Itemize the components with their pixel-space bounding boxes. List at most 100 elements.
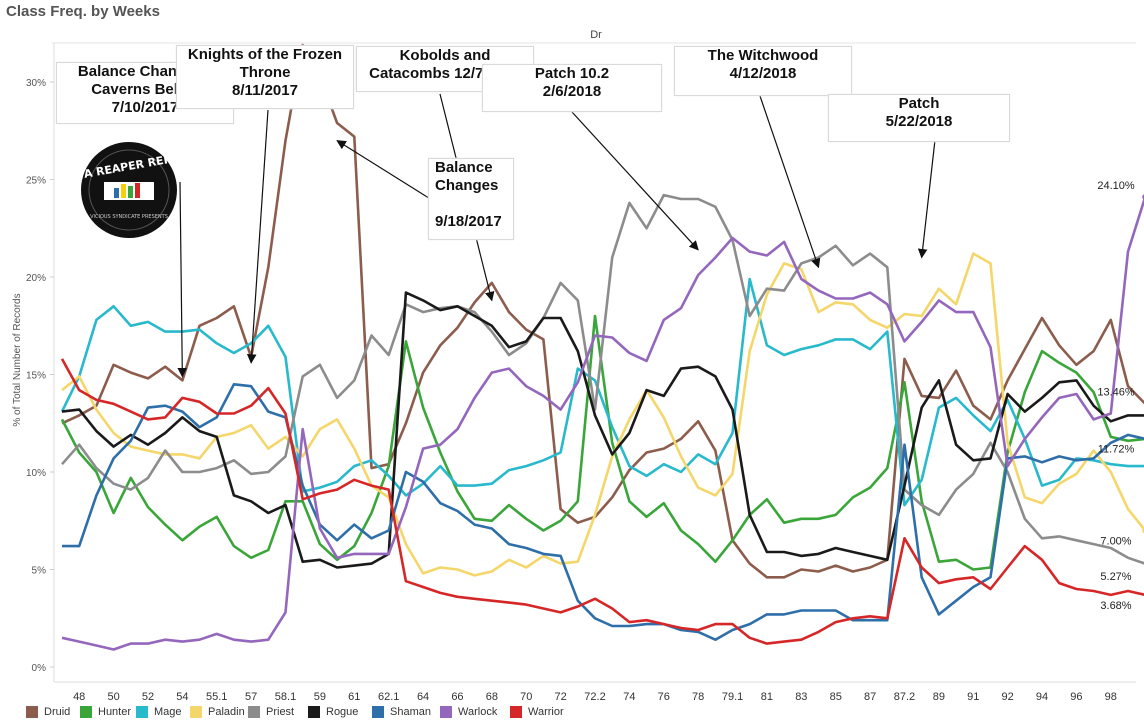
series-mage [60, 277, 1144, 507]
legend-item-rogue[interactable]: Rogue [308, 706, 358, 718]
annotation-knights-frozen-throne: Knights of the Frozen Throne 8/11/2017 [176, 45, 354, 109]
annotation-arrow [177, 181, 188, 378]
legend-label: Hunter [98, 706, 132, 718]
end-value-label: 3.68% [1100, 600, 1131, 612]
x-tick-label: 96 [1070, 691, 1082, 703]
chart-header: Dr [590, 29, 602, 41]
data-reaper-logo: DATA REAPER REPORT VICIOUS SYNDICATE PRE… [74, 142, 184, 238]
series-shaman [62, 382, 1144, 642]
series-warlock [61, 196, 1144, 651]
x-tick-label: 72.2 [584, 691, 605, 703]
x-tick-label: 83 [795, 691, 807, 703]
series-priest [61, 193, 1144, 565]
x-tick-label: 58.1 [275, 691, 296, 703]
legend-label: Warrior [528, 706, 564, 718]
chart-title: Class Freq. by Weeks [6, 3, 160, 20]
y-tick-label: 15% [26, 371, 46, 382]
annotation-arrow [336, 140, 433, 201]
x-tick-label: 81 [761, 691, 773, 703]
x-tick-label: 87 [864, 691, 876, 703]
x-tick-label: 66 [451, 691, 463, 703]
x-axis: 48 50 52 54 55.1 57 58.1 59 61 62.1 64 66 68 70 72 72.2… [54, 681, 1136, 703]
y-tick-label: 10% [26, 468, 46, 479]
end-value-label: 11.72% [1098, 443, 1135, 455]
annotation-arrow [917, 139, 936, 259]
end-value-label: 24.10% [1097, 180, 1135, 192]
series-rogue [61, 291, 1144, 569]
annotation-witchwood: The Witchwood 4/12/2018 [674, 46, 852, 96]
x-tick-label: 89 [933, 691, 945, 703]
legend-swatch [26, 706, 38, 718]
x-tick-label: 68 [486, 691, 498, 703]
logo-text-bottom: VICIOUS SYNDICATE PRESENTS [90, 214, 168, 220]
legend-label: Mage [154, 706, 182, 718]
series-lines [60, 43, 1144, 651]
x-tick-label: 64 [417, 691, 429, 703]
x-tick-label: 54 [176, 691, 188, 703]
legend-swatch [248, 706, 260, 718]
end-value-label: 5.27% [1100, 571, 1131, 583]
legend: Druid Hunter Mage Paladin Priest Rogue Shaman W… [0, 704, 1144, 724]
x-tick-label: 98 [1105, 691, 1117, 703]
legend-label: Paladin [208, 706, 245, 718]
legend-swatch [308, 706, 320, 718]
x-tick-label: 57 [245, 691, 257, 703]
x-tick-label: 62.1 [378, 691, 399, 703]
x-tick-label: 92 [1002, 691, 1014, 703]
annotation-arrows [177, 93, 936, 378]
x-tick-label: 55.1 [206, 691, 227, 703]
legend-item-mage[interactable]: Mage [136, 706, 182, 718]
y-tick-label: 0% [32, 663, 47, 674]
x-tick-label: 94 [1036, 691, 1048, 703]
legend-item-priest[interactable]: Priest [248, 706, 294, 718]
legend-label: Warlock [458, 706, 498, 718]
end-value-label: 13.46% [1097, 387, 1135, 399]
legend-item-paladin[interactable]: Paladin [190, 706, 245, 718]
legend-swatch [190, 706, 202, 718]
legend-item-druid[interactable]: Druid [26, 706, 70, 718]
x-tick-label: 70 [520, 691, 532, 703]
y-axis-label: % of Total Number of Records [12, 293, 23, 426]
legend-item-hunter[interactable]: Hunter [80, 706, 131, 718]
y-tick-label: 30% [26, 78, 46, 89]
x-tick-label: 59 [314, 691, 326, 703]
x-tick-label: 76 [658, 691, 670, 703]
end-labels: 13.46% 11.72% 7.00% 5.27% 24.10% 3.68% [1097, 180, 1135, 612]
legend-swatch [372, 706, 384, 718]
legend-label: Priest [266, 706, 295, 718]
annotation-patch-10-2: Patch 10.2 2/6/2018 [482, 64, 662, 112]
annotation-balance-changes: Balance Changes 9/18/2017 [428, 158, 514, 240]
y-tick-label: 5% [32, 566, 47, 577]
annotation-arrow [246, 109, 269, 364]
legend-swatch [80, 706, 92, 718]
annotation-patch-5-22: Patch 5/22/2018 [828, 94, 1010, 142]
y-tick-label: 20% [26, 273, 46, 284]
x-tick-label: 87.2 [894, 691, 915, 703]
legend-item-warlock[interactable]: Warlock [440, 706, 497, 718]
legend-swatch [136, 706, 148, 718]
x-tick-label: 74 [623, 691, 635, 703]
line-chart: Dr % of Total Number of Records 0% 5% 10% 1… [12, 29, 1144, 703]
series-hunter [60, 314, 1144, 571]
x-tick-label: 48 [73, 691, 85, 703]
y-tick-label: 25% [26, 176, 46, 187]
legend-label: Rogue [326, 706, 359, 718]
annotation-arrow [759, 95, 821, 269]
x-tick-label: 72 [554, 691, 566, 703]
series-paladin [61, 252, 1144, 577]
end-value-label: 7.00% [1100, 536, 1131, 548]
x-tick-label: 79.1 [722, 691, 743, 703]
legend-swatch [440, 706, 452, 718]
x-tick-label: 78 [692, 691, 704, 703]
x-tick-label: 85 [830, 691, 842, 703]
legend-label: Shaman [390, 706, 431, 718]
legend-item-shaman[interactable]: Shaman [372, 706, 431, 718]
series-warrior [60, 358, 1144, 645]
y-axis: 0% 5% 10% 15% 20% 25% 30% [26, 43, 55, 682]
x-tick-label: 50 [107, 691, 119, 703]
series-druid [61, 43, 1144, 579]
legend-label: Druid [44, 706, 71, 718]
legend-swatch [510, 706, 522, 718]
legend-item-warrior[interactable]: Warrior [510, 706, 564, 718]
annotation-arrow [571, 111, 699, 251]
